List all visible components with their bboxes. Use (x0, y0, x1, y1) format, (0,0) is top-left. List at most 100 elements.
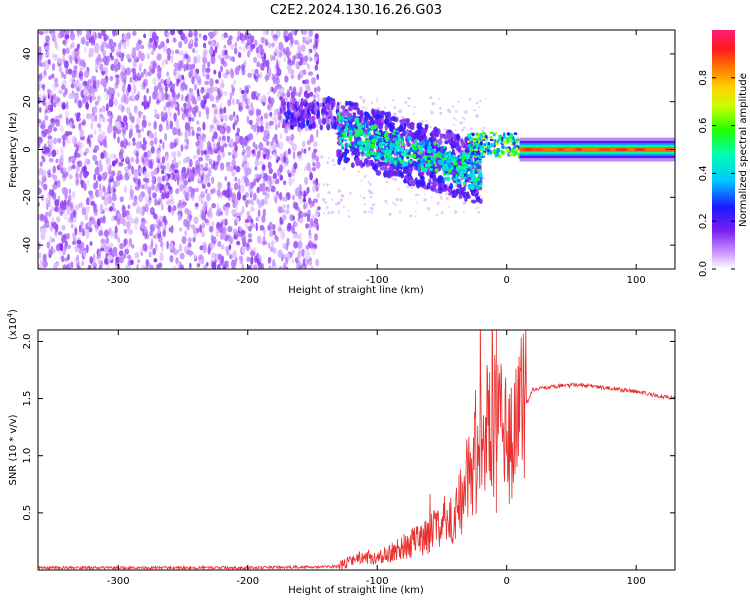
faint-speckle (363, 210, 367, 214)
noise-speckle (277, 156, 281, 161)
noise-speckle (82, 165, 87, 172)
scint-core (426, 149, 432, 154)
noise-speckle (286, 49, 291, 57)
noise-speckle (161, 203, 164, 211)
faint-speckle (347, 209, 350, 212)
scint-core (443, 177, 447, 181)
faint-speckle (430, 110, 434, 115)
noise-speckle (88, 133, 94, 139)
noise-speckle (220, 145, 225, 153)
scint-halo (443, 184, 448, 189)
noise-speckle (303, 148, 307, 155)
noise-speckle (235, 151, 238, 159)
transition-speckle (486, 152, 490, 156)
noise-speckle (67, 262, 71, 268)
noise-speckle (231, 259, 236, 269)
noise-speckle (56, 179, 61, 188)
noise-speckle (86, 113, 91, 120)
scint-core (474, 177, 480, 182)
noise-speckle (166, 38, 170, 44)
noise-speckle (111, 216, 115, 222)
noise-speckle (42, 53, 47, 58)
noise-speckle (247, 238, 253, 243)
noise-speckle (236, 36, 240, 42)
noise-speckle (211, 261, 217, 269)
noise-speckle (306, 186, 310, 194)
noise-speckle (308, 222, 314, 229)
noise-speckle (63, 59, 66, 66)
scint-core (400, 140, 405, 146)
scint-core (410, 144, 415, 147)
noise-speckle (93, 105, 98, 114)
noise-speckle (69, 157, 75, 162)
noise-speckle (210, 84, 215, 94)
noise-speckle (119, 215, 125, 225)
noise-speckle (303, 36, 307, 43)
noise-speckle (282, 214, 287, 221)
noise-speckle (303, 140, 306, 148)
noise-speckle (202, 49, 208, 58)
noise-speckle (132, 60, 137, 68)
scint-core (336, 112, 341, 116)
noise-speckle (90, 122, 94, 130)
noise-speckle (226, 38, 232, 46)
noise-speckle (187, 130, 192, 137)
noise-speckle (233, 79, 237, 86)
noise-speckle (106, 118, 111, 123)
noise-speckle (124, 248, 130, 255)
noise-speckle (208, 48, 213, 56)
faint-speckle (367, 210, 370, 213)
noise-speckle (295, 257, 298, 264)
noise-speckle (141, 127, 145, 132)
scint-core (380, 153, 385, 157)
scint-core (416, 144, 421, 148)
noise-speckle (244, 85, 249, 91)
scint-core (341, 136, 345, 140)
faint-speckle (337, 189, 342, 193)
faint-speckle (340, 194, 345, 198)
noise-speckle (136, 117, 141, 126)
noise-speckle (179, 183, 184, 192)
noise-speckle (205, 73, 210, 80)
noise-speckle (263, 52, 267, 61)
noise-speckle (133, 84, 137, 94)
scint-halo (405, 129, 410, 135)
noise-speckle (209, 95, 215, 102)
noise-speckle (154, 198, 158, 206)
faint-speckle (384, 199, 388, 203)
noise-speckle (206, 193, 211, 202)
noise-speckle (284, 35, 290, 43)
noise-speckle (155, 99, 160, 105)
noise-speckle (127, 83, 132, 93)
transition-speckle (512, 153, 517, 157)
onset-speckle (322, 97, 326, 103)
faint-speckle (463, 126, 466, 129)
noise-speckle (162, 229, 166, 237)
noise-speckle (267, 187, 271, 193)
noise-speckle (143, 140, 148, 145)
noise-speckle (234, 257, 238, 262)
noise-speckle (89, 96, 93, 104)
noise-speckle (92, 253, 96, 262)
noise-speckle (316, 192, 320, 199)
noise-speckle (284, 195, 288, 202)
noise-speckle (216, 141, 221, 151)
noise-speckle (49, 226, 54, 232)
noise-speckle (223, 44, 227, 49)
scint-core (444, 170, 448, 175)
noise-speckle (311, 77, 316, 85)
noise-speckle (77, 173, 80, 179)
noise-speckle (62, 167, 67, 173)
faint-speckle (454, 129, 457, 132)
noise-speckle (160, 78, 165, 84)
noise-speckle (195, 164, 201, 170)
noise-speckle (160, 165, 166, 171)
y-tick-label: -20 (22, 189, 33, 205)
noise-speckle (113, 264, 118, 269)
faint-speckle (432, 102, 435, 105)
noise-speckle (38, 252, 42, 259)
scint-core (400, 152, 405, 156)
noise-speckle (196, 126, 202, 132)
noise-speckle (76, 177, 79, 185)
noise-speckle (254, 173, 260, 179)
